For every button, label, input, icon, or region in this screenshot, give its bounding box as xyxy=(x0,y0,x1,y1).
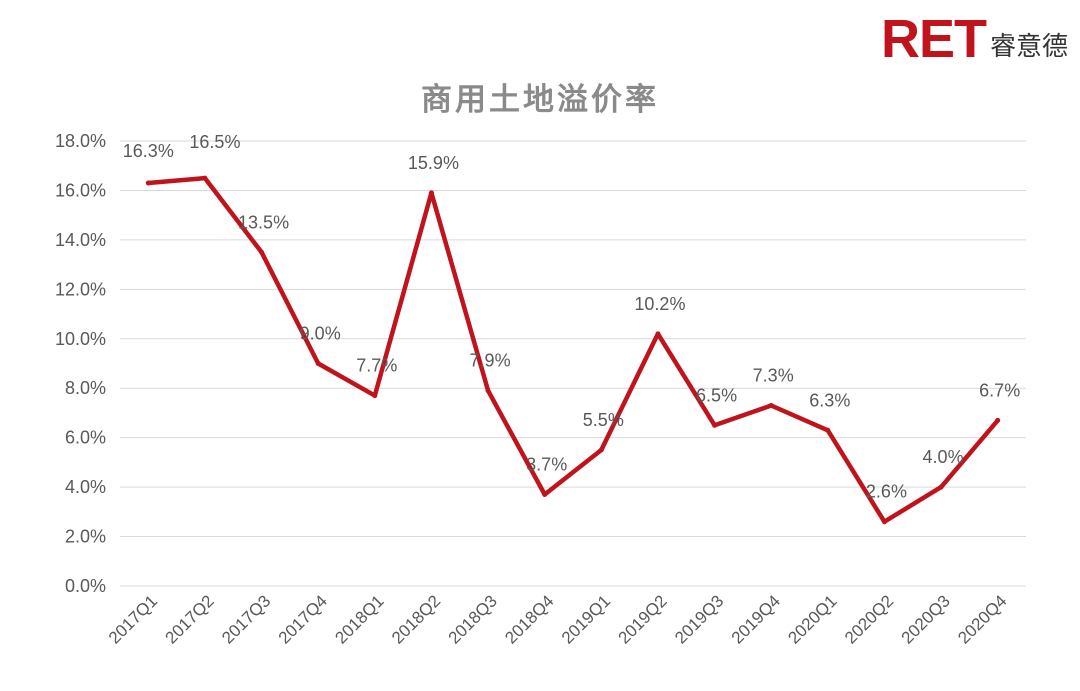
data-point xyxy=(768,403,774,409)
data-point xyxy=(202,175,208,181)
data-label: 9.0% xyxy=(300,324,341,344)
data-point xyxy=(428,190,434,196)
y-tick-label: 18.0% xyxy=(55,131,106,151)
ret-logo: RET 睿意德 xyxy=(880,9,1068,69)
x-tick-label: 2018Q2 xyxy=(388,591,444,647)
x-tick-label: 2020Q3 xyxy=(898,591,954,647)
data-point xyxy=(881,519,887,525)
data-point xyxy=(938,484,944,490)
x-tick-label: 2020Q4 xyxy=(954,591,1010,647)
y-tick-label: 14.0% xyxy=(55,230,106,250)
y-tick-label: 0.0% xyxy=(65,576,106,596)
data-point xyxy=(825,427,831,433)
x-tick-label: 2019Q3 xyxy=(671,591,727,647)
data-label: 16.5% xyxy=(189,132,240,152)
data-label: 15.9% xyxy=(408,153,459,173)
x-tick-label: 2019Q1 xyxy=(558,591,614,647)
data-label: 6.7% xyxy=(979,380,1020,400)
x-tick-label: 2019Q4 xyxy=(728,591,784,647)
y-tick-label: 10.0% xyxy=(55,329,106,349)
data-label: 13.5% xyxy=(238,212,289,232)
data-point xyxy=(315,361,321,366)
x-tick-label: 2017Q1 xyxy=(105,591,161,647)
data-label: 10.2% xyxy=(634,294,685,314)
logo-name: 睿意德 xyxy=(989,32,1068,62)
data-label: 7.9% xyxy=(470,351,511,371)
data-point xyxy=(145,180,151,186)
x-tick-label: 2018Q4 xyxy=(501,591,557,647)
data-point xyxy=(485,388,491,394)
data-point xyxy=(542,492,548,498)
data-point xyxy=(598,447,604,453)
data-label: 3.7% xyxy=(526,455,567,475)
data-label: 2.6% xyxy=(866,482,907,502)
data-label: 6.3% xyxy=(809,390,850,410)
x-tick-label: 2020Q1 xyxy=(784,591,840,647)
y-tick-label: 16.0% xyxy=(55,180,106,200)
x-tick-label: 2018Q1 xyxy=(331,591,387,647)
data-label: 4.0% xyxy=(923,447,964,467)
y-tick-label: 2.0% xyxy=(65,527,106,547)
x-tick-label: 2017Q4 xyxy=(275,591,331,647)
x-tick-label: 2018Q3 xyxy=(445,591,501,647)
x-tick-label: 2019Q2 xyxy=(615,591,671,647)
data-point xyxy=(712,422,718,428)
y-tick-label: 12.0% xyxy=(55,279,106,299)
chart-title: 商用土地溢价率 xyxy=(421,82,659,118)
data-label: 6.5% xyxy=(696,385,737,405)
logo-mark: RET xyxy=(880,9,987,69)
data-point xyxy=(655,331,661,337)
y-tick-label: 6.0% xyxy=(65,428,106,448)
data-label: 7.7% xyxy=(356,356,397,376)
y-tick-label: 4.0% xyxy=(65,477,106,497)
data-label: 5.5% xyxy=(583,410,624,430)
x-tick-label: 2017Q2 xyxy=(162,591,218,647)
data-point xyxy=(995,417,1001,423)
data-label: 7.3% xyxy=(753,366,794,386)
x-tick-label: 2017Q3 xyxy=(218,591,274,647)
x-tick-label: 2020Q2 xyxy=(841,591,897,647)
data-label: 16.3% xyxy=(123,141,174,161)
data-point xyxy=(372,393,378,399)
data-point xyxy=(259,249,265,255)
y-tick-label: 8.0% xyxy=(65,378,106,398)
series-line xyxy=(146,175,1000,524)
